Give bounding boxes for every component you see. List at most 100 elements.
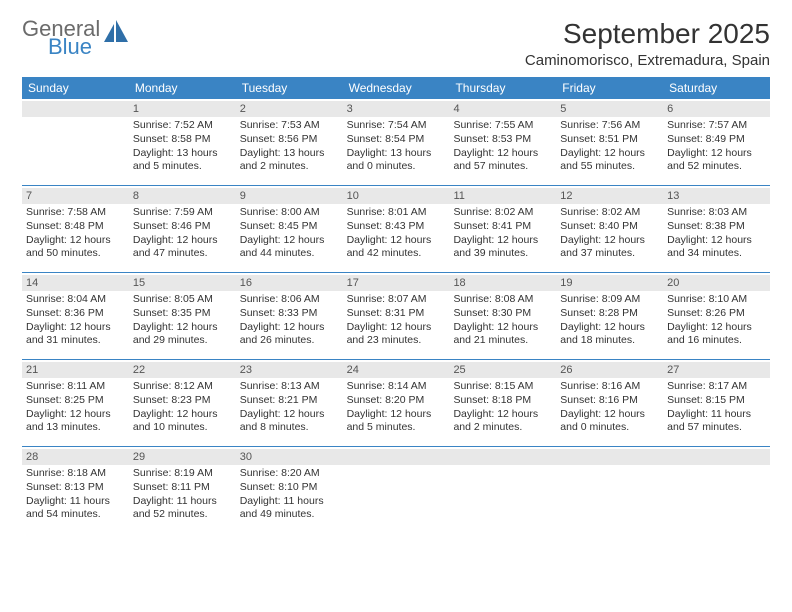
sunrise-text: Sunrise: 7:52 AM <box>133 119 232 133</box>
day-cell <box>556 447 663 533</box>
daylight1-text: Daylight: 12 hours <box>26 408 125 422</box>
location-subtitle: Caminomorisco, Extremadura, Spain <box>525 52 770 69</box>
day-number: 15 <box>129 275 236 291</box>
sunrise-text: Sunrise: 7:54 AM <box>347 119 446 133</box>
day-cell: 19Sunrise: 8:09 AMSunset: 8:28 PMDayligh… <box>556 273 663 359</box>
sunrise-text: Sunrise: 8:05 AM <box>133 293 232 307</box>
title-block: September 2025 Caminomorisco, Extremadur… <box>525 18 770 69</box>
day-header-sun: Sunday <box>22 77 129 99</box>
day-cell: 18Sunrise: 8:08 AMSunset: 8:30 PMDayligh… <box>449 273 556 359</box>
day-header-mon: Monday <box>129 77 236 99</box>
daylight1-text: Daylight: 12 hours <box>453 321 552 335</box>
daylight2-text: and 10 minutes. <box>133 421 232 435</box>
daylight1-text: Daylight: 12 hours <box>133 408 232 422</box>
daylight1-text: Daylight: 12 hours <box>560 147 659 161</box>
daylight1-text: Daylight: 12 hours <box>453 147 552 161</box>
day-number <box>663 449 770 465</box>
day-header-fri: Friday <box>556 77 663 99</box>
day-number: 12 <box>556 188 663 204</box>
day-number: 11 <box>449 188 556 204</box>
day-cell: 25Sunrise: 8:15 AMSunset: 8:18 PMDayligh… <box>449 360 556 446</box>
day-cell: 5Sunrise: 7:56 AMSunset: 8:51 PMDaylight… <box>556 99 663 185</box>
day-number: 28 <box>22 449 129 465</box>
daylight2-text: and 44 minutes. <box>240 247 339 261</box>
day-cell: 26Sunrise: 8:16 AMSunset: 8:16 PMDayligh… <box>556 360 663 446</box>
sunset-text: Sunset: 8:51 PM <box>560 133 659 147</box>
day-number: 23 <box>236 362 343 378</box>
sunrise-text: Sunrise: 7:58 AM <box>26 206 125 220</box>
day-cell <box>449 447 556 533</box>
day-header-thu: Thursday <box>449 77 556 99</box>
day-cell: 22 Sunrise: 8:12 AMSunset: 8:23 PMDayligh… <box>129 360 236 446</box>
sunset-text: Sunset: 8:25 PM <box>26 394 125 408</box>
daylight2-text: and 54 minutes. <box>26 508 125 522</box>
sunset-text: Sunset: 8:31 PM <box>347 307 446 321</box>
sunset-text: Sunset: 8:23 PM <box>133 394 232 408</box>
daylight2-text: and 55 minutes. <box>560 160 659 174</box>
sunrise-text: Sunrise: 8:03 AM <box>667 206 766 220</box>
sunset-text: Sunset: 8:41 PM <box>453 220 552 234</box>
sunrise-text: Sunrise: 8:12 AM <box>133 380 232 394</box>
daylight1-text: Daylight: 13 hours <box>240 147 339 161</box>
sunset-text: Sunset: 8:40 PM <box>560 220 659 234</box>
daylight1-text: Daylight: 12 hours <box>133 234 232 248</box>
day-cell: 17Sunrise: 8:07 AMSunset: 8:31 PMDayligh… <box>343 273 450 359</box>
day-number: 13 <box>663 188 770 204</box>
sunset-text: Sunset: 8:35 PM <box>133 307 232 321</box>
header: General Blue September 2025 Caminomorisc… <box>22 18 770 69</box>
daylight1-text: Daylight: 12 hours <box>240 234 339 248</box>
daylight1-text: Daylight: 11 hours <box>26 495 125 509</box>
day-cell: 1Sunrise: 7:52 AMSunset: 8:58 PMDaylight… <box>129 99 236 185</box>
sunset-text: Sunset: 8:38 PM <box>667 220 766 234</box>
day-number: 2 <box>236 101 343 117</box>
daylight2-text: and 21 minutes. <box>453 334 552 348</box>
day-number: 6 <box>663 101 770 117</box>
day-cell: 28Sunrise: 8:18 AMSunset: 8:13 PMDayligh… <box>22 447 129 533</box>
week-row: 14Sunrise: 8:04 AMSunset: 8:36 PMDayligh… <box>22 273 770 360</box>
daylight2-text: and 18 minutes. <box>560 334 659 348</box>
day-number: 22 <box>129 362 236 378</box>
daylight1-text: Daylight: 12 hours <box>560 408 659 422</box>
sunset-text: Sunset: 8:53 PM <box>453 133 552 147</box>
sunset-text: Sunset: 8:26 PM <box>667 307 766 321</box>
day-number: 7 <box>22 188 129 204</box>
daylight1-text: Daylight: 12 hours <box>453 234 552 248</box>
day-number: 5 <box>556 101 663 117</box>
day-cell <box>22 99 129 185</box>
day-number: 4 <box>449 101 556 117</box>
week-row: 7Sunrise: 7:58 AMSunset: 8:48 PMDaylight… <box>22 186 770 273</box>
day-cell: 23Sunrise: 8:13 AMSunset: 8:21 PMDayligh… <box>236 360 343 446</box>
week-row: 28Sunrise: 8:18 AMSunset: 8:13 PMDayligh… <box>22 447 770 533</box>
day-cell: 9Sunrise: 8:00 AMSunset: 8:45 PMDaylight… <box>236 186 343 272</box>
daylight2-text: and 49 minutes. <box>240 508 339 522</box>
daylight1-text: Daylight: 12 hours <box>560 234 659 248</box>
day-cell: 8Sunrise: 7:59 AMSunset: 8:46 PMDaylight… <box>129 186 236 272</box>
daylight1-text: Daylight: 12 hours <box>667 321 766 335</box>
day-cell: 7Sunrise: 7:58 AMSunset: 8:48 PMDaylight… <box>22 186 129 272</box>
sunrise-text: Sunrise: 8:01 AM <box>347 206 446 220</box>
daylight1-text: Daylight: 13 hours <box>347 147 446 161</box>
day-cell: 10Sunrise: 8:01 AMSunset: 8:43 PMDayligh… <box>343 186 450 272</box>
day-number: 21 <box>22 362 129 378</box>
daylight1-text: Daylight: 13 hours <box>133 147 232 161</box>
daylight1-text: Daylight: 12 hours <box>667 147 766 161</box>
day-number: 29 <box>129 449 236 465</box>
month-title: September 2025 <box>525 18 770 50</box>
daylight2-text: and 2 minutes. <box>453 421 552 435</box>
sunrise-text: Sunrise: 7:57 AM <box>667 119 766 133</box>
daylight1-text: Daylight: 12 hours <box>133 321 232 335</box>
daylight1-text: Daylight: 12 hours <box>347 321 446 335</box>
daylight2-text: and 47 minutes. <box>133 247 232 261</box>
sunset-text: Sunset: 8:20 PM <box>347 394 446 408</box>
daylight2-text: and 52 minutes. <box>133 508 232 522</box>
daylight1-text: Daylight: 12 hours <box>453 408 552 422</box>
sunrise-text: Sunrise: 7:53 AM <box>240 119 339 133</box>
sunset-text: Sunset: 8:49 PM <box>667 133 766 147</box>
day-headers-row: Sunday Monday Tuesday Wednesday Thursday… <box>22 77 770 99</box>
daylight2-text: and 8 minutes. <box>240 421 339 435</box>
logo: General Blue <box>22 18 130 58</box>
sunset-text: Sunset: 8:46 PM <box>133 220 232 234</box>
day-number: 3 <box>343 101 450 117</box>
day-header-sat: Saturday <box>663 77 770 99</box>
sunrise-text: Sunrise: 8:17 AM <box>667 380 766 394</box>
